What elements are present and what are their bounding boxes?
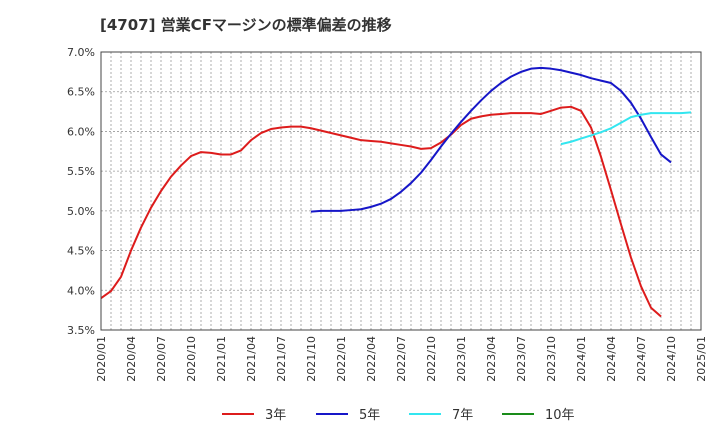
legend-label: 7年 [452,408,473,423]
x-tick-label: 2023/07 [515,336,528,382]
plot-border [100,51,702,331]
x-tick-label: 2024/04 [605,336,618,382]
x-tick-label: 2023/10 [545,336,558,382]
y-tick-label: 5.0% [67,205,95,218]
x-tick-label: 2021/10 [305,336,318,382]
series-line [560,111,692,146]
x-tick-label: 2023/04 [485,336,498,382]
x-tick-label: 2024/01 [575,336,588,382]
series-line [100,105,662,318]
x-tick-label: 2024/10 [665,336,678,382]
chart-title: [4707] 営業CFマージンの標準偏差の推移 [100,16,392,34]
x-tick-label: 2023/01 [455,336,468,382]
legend-label: 5年 [359,408,380,423]
legend-label: 3年 [265,408,286,423]
x-tick-label: 2022/01 [335,336,348,382]
x-tick-label: 2020/07 [155,336,168,382]
x-tick-label: 2021/04 [245,336,258,382]
x-tick-label: 2021/07 [275,336,288,382]
y-tick-label: 5.5% [67,165,95,178]
y-tick-label: 7.0% [67,46,95,59]
grid [101,51,701,331]
x-tick-label: 2022/10 [425,336,438,382]
x-axis: 2020/01 2020/04 2020/07 2020/10 2021/01 2021/… [95,336,708,382]
x-tick-label: 2024/07 [635,336,648,382]
x-tick-label: 2021/01 [215,336,228,382]
y-axis: 3.5% 4.0% 4.5% 5.0% 5.5% 6.0% 6.5% 7.0% [67,46,95,337]
y-tick-label: 4.5% [67,245,95,258]
legend-label: 10年 [545,408,575,423]
x-tick-label: 2022/04 [365,336,378,382]
y-tick-label: 6.0% [67,125,95,138]
x-tick-label: 2022/07 [395,336,408,382]
x-tick-label: 2020/04 [125,336,138,382]
y-tick-label: 3.5% [67,324,95,337]
legend: 3年 5年 7年 10年 [222,408,575,423]
y-tick-label: 4.0% [67,284,95,297]
y-tick-label: 6.5% [67,86,95,99]
x-tick-label: 2025/01 [695,336,708,382]
series-line [310,66,672,213]
series-lines [100,66,692,318]
x-tick-label: 2020/10 [185,336,198,382]
x-tick-label: 2020/01 [95,336,108,382]
